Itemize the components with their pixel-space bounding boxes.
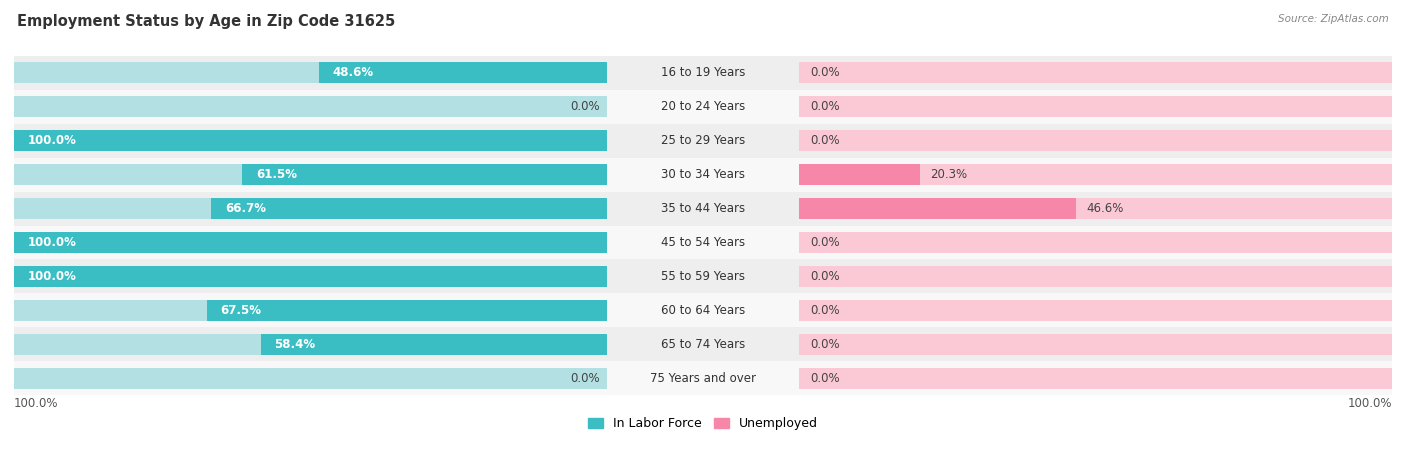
Bar (800, 198, 1406, 219)
Bar (0, 368, 606, 389)
Text: 35 to 44 Years: 35 to 44 Years (661, 202, 745, 215)
Legend: In Labor Force, Unemployed: In Labor Force, Unemployed (583, 412, 823, 435)
Text: 20.3%: 20.3% (929, 168, 967, 181)
Text: 45 to 54 Years: 45 to 54 Years (661, 236, 745, 249)
Text: 0.0%: 0.0% (810, 304, 839, 317)
Bar (0, 361, 1406, 395)
Bar (0, 198, 606, 219)
Text: 67.5%: 67.5% (221, 304, 262, 317)
Text: 65 to 74 Years: 65 to 74 Years (661, 338, 745, 351)
Text: 100.0%: 100.0% (14, 397, 59, 410)
Bar (800, 164, 920, 185)
Bar (260, 334, 606, 355)
Text: 0.0%: 0.0% (569, 100, 599, 113)
Bar (0, 259, 1406, 293)
Bar (800, 130, 1406, 151)
Bar (319, 62, 606, 83)
Bar (800, 96, 1406, 117)
Bar (0, 192, 1406, 226)
Text: 66.7%: 66.7% (225, 202, 266, 215)
Text: 46.6%: 46.6% (1085, 202, 1123, 215)
Bar (14, 266, 606, 287)
Bar (800, 334, 1406, 355)
Bar (800, 164, 1406, 185)
Text: 0.0%: 0.0% (810, 270, 839, 283)
Bar (800, 62, 1406, 83)
Text: Employment Status by Age in Zip Code 31625: Employment Status by Age in Zip Code 316… (17, 14, 395, 28)
Text: 100.0%: 100.0% (1347, 397, 1392, 410)
Text: 100.0%: 100.0% (28, 270, 77, 283)
Text: 0.0%: 0.0% (810, 134, 839, 147)
Text: 30 to 34 Years: 30 to 34 Years (661, 168, 745, 181)
Bar (0, 124, 1406, 158)
Bar (0, 293, 1406, 327)
Bar (0, 90, 1406, 124)
Bar (800, 368, 1406, 389)
Bar (0, 130, 606, 151)
Bar (211, 198, 606, 219)
Text: Source: ZipAtlas.com: Source: ZipAtlas.com (1278, 14, 1389, 23)
Text: 0.0%: 0.0% (810, 372, 839, 385)
Bar (0, 56, 1406, 90)
Bar (800, 198, 1076, 219)
Text: 25 to 29 Years: 25 to 29 Years (661, 134, 745, 147)
Text: 0.0%: 0.0% (810, 338, 839, 351)
Bar (800, 232, 1406, 253)
Text: 16 to 19 Years: 16 to 19 Years (661, 66, 745, 79)
Bar (0, 327, 1406, 361)
Bar (0, 164, 606, 185)
Bar (14, 130, 606, 151)
Bar (0, 300, 606, 321)
Text: 48.6%: 48.6% (332, 66, 374, 79)
Bar (0, 334, 606, 355)
Text: 0.0%: 0.0% (810, 236, 839, 249)
Bar (0, 232, 606, 253)
Text: 58.4%: 58.4% (274, 338, 315, 351)
Text: 0.0%: 0.0% (810, 100, 839, 113)
Text: 100.0%: 100.0% (28, 134, 77, 147)
Text: 60 to 64 Years: 60 to 64 Years (661, 304, 745, 317)
Bar (0, 226, 1406, 259)
Bar (14, 232, 606, 253)
Text: 20 to 24 Years: 20 to 24 Years (661, 100, 745, 113)
Text: 55 to 59 Years: 55 to 59 Years (661, 270, 745, 283)
Bar (800, 266, 1406, 287)
Text: 0.0%: 0.0% (810, 66, 839, 79)
Text: 61.5%: 61.5% (256, 168, 297, 181)
Bar (207, 300, 606, 321)
Bar (0, 158, 1406, 192)
Bar (0, 62, 606, 83)
Text: 100.0%: 100.0% (28, 236, 77, 249)
Text: 75 Years and over: 75 Years and over (650, 372, 756, 385)
Bar (242, 164, 606, 185)
Bar (0, 96, 606, 117)
Text: 0.0%: 0.0% (569, 372, 599, 385)
Bar (800, 300, 1406, 321)
Bar (0, 266, 606, 287)
